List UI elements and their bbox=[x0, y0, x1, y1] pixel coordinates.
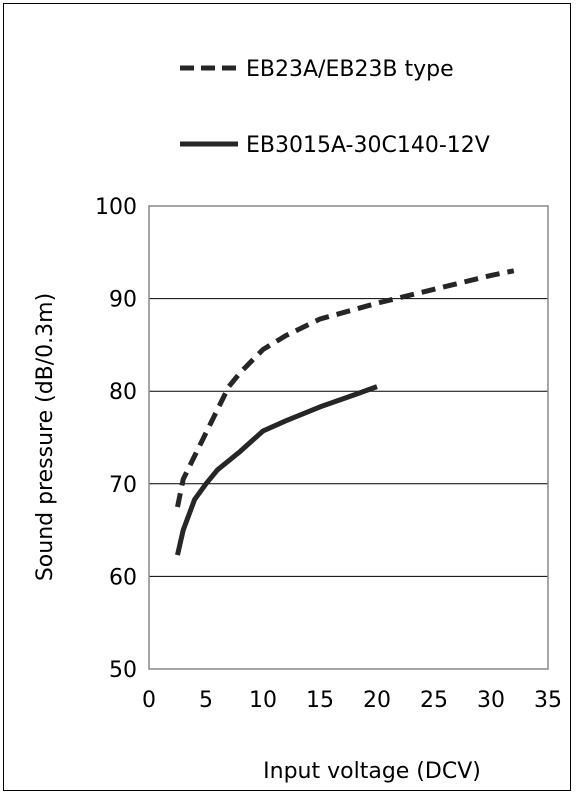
x-tick-label: 20 bbox=[363, 688, 391, 713]
grid bbox=[149, 298, 548, 577]
x-tick-label: 10 bbox=[249, 688, 277, 713]
y-tick-label: 100 bbox=[95, 195, 137, 220]
x-tick-label: 25 bbox=[420, 688, 448, 713]
y-tick-label: 80 bbox=[109, 380, 137, 405]
series-lines bbox=[175, 268, 515, 556]
x-tick-label: 35 bbox=[534, 688, 562, 713]
y-tick-label: 70 bbox=[109, 473, 137, 498]
tick-labels: 50 60 70 80 90 100 0 5 10 15 20 25 30 35 bbox=[95, 195, 562, 713]
x-tick-label: 15 bbox=[306, 688, 334, 713]
x-tick-label: 0 bbox=[142, 688, 156, 713]
y-tick-label: 60 bbox=[109, 565, 137, 590]
chart-frame bbox=[3, 3, 571, 791]
legend-label-1: EB23A/EB23B type bbox=[246, 57, 454, 82]
y-tick-label: 50 bbox=[109, 658, 137, 683]
legend-label-2: EB3015A-30C140-12V bbox=[246, 133, 490, 158]
y-tick-label: 90 bbox=[109, 288, 137, 313]
plot-area bbox=[148, 205, 549, 670]
series-line-2 bbox=[175, 384, 378, 556]
x-tick-label: 5 bbox=[199, 688, 213, 713]
series-line-1 bbox=[175, 268, 515, 508]
legend: EB23A/EB23B type EB3015A-30C140-12V bbox=[180, 57, 490, 158]
x-tick-label: 30 bbox=[477, 688, 505, 713]
y-axis-label: Sound pressure (dB/0.3m) bbox=[33, 293, 58, 581]
x-axis-label: Input voltage (DCV) bbox=[263, 759, 481, 784]
